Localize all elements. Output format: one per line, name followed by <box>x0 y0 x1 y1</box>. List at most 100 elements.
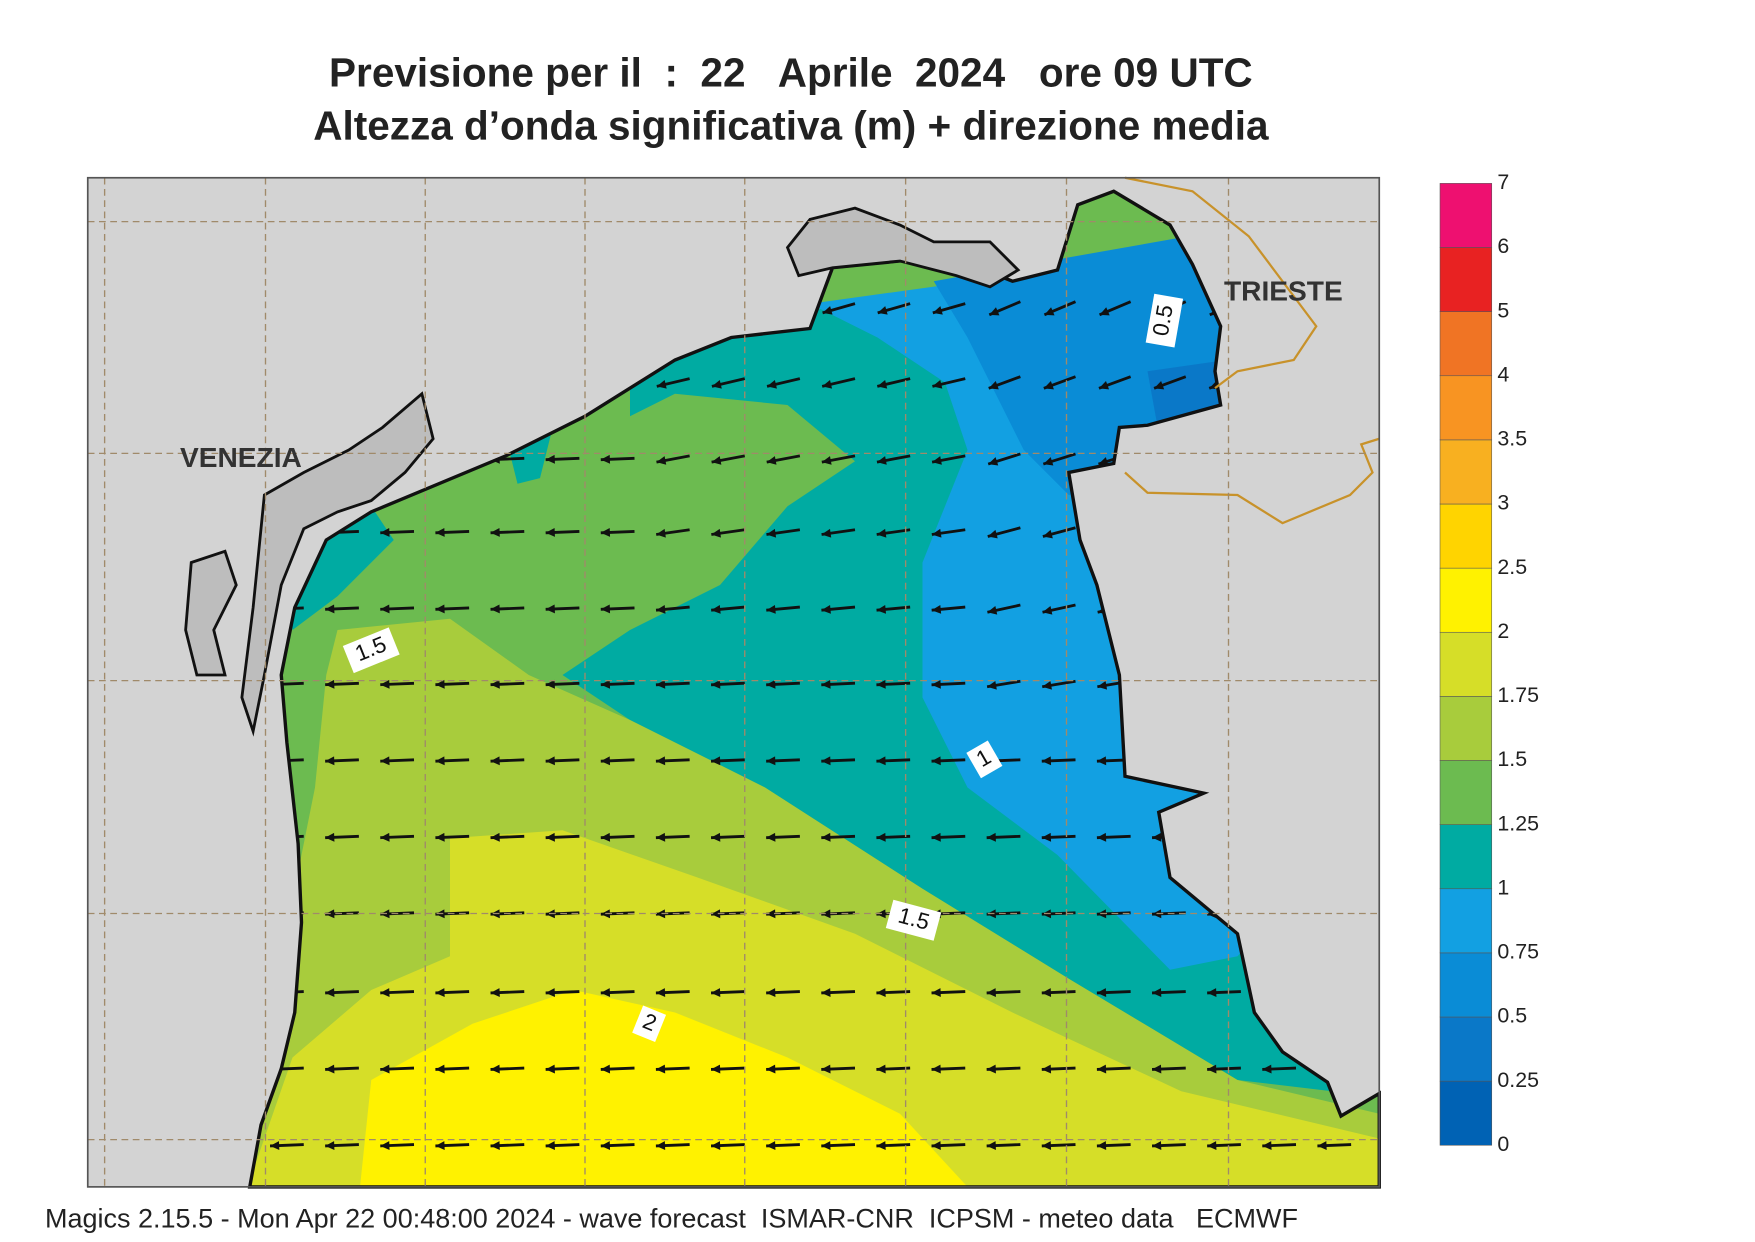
arrow-head <box>490 528 500 537</box>
arrow-head <box>821 988 831 997</box>
arrow-head <box>325 1141 335 1150</box>
arrow-head <box>711 988 721 997</box>
arrow-head <box>435 988 445 997</box>
arrow-head <box>435 756 445 766</box>
arrow-head <box>932 456 942 465</box>
arrow-head <box>986 988 996 997</box>
colorbar-label: 0.75 <box>1497 940 1539 964</box>
arrow-head <box>987 605 998 615</box>
arrow-head <box>435 1141 445 1150</box>
arrow-head <box>1041 756 1052 766</box>
band <box>360 990 968 1187</box>
arrow-head <box>380 988 390 997</box>
arrow-head <box>821 1064 831 1074</box>
arrow-head <box>490 832 500 842</box>
arrow-head <box>380 528 390 537</box>
arrow-head <box>545 679 555 689</box>
arrow-head <box>1044 307 1055 316</box>
colorbar-label: 2 <box>1497 619 1509 643</box>
arrow-head <box>931 679 941 689</box>
coastline <box>247 189 1381 1189</box>
colorbar-label: 3.5 <box>1497 427 1527 451</box>
arrow-head <box>655 988 666 997</box>
arrow-head <box>545 604 555 614</box>
arrow-head <box>380 1064 390 1074</box>
colorbar-label: 7 <box>1497 170 1509 194</box>
arrow-head <box>931 832 941 842</box>
arrow-head <box>600 988 611 997</box>
colorbar-label: 2.5 <box>1497 555 1527 579</box>
map-frame <box>86 176 1381 1188</box>
arrow-head <box>989 307 1000 316</box>
arrow-head <box>1262 1141 1272 1150</box>
arrow-head <box>1096 756 1107 766</box>
arrow-head <box>821 909 831 919</box>
arrow-head <box>766 832 776 842</box>
colorbar-bin <box>1439 631 1493 697</box>
arrow-head <box>931 988 941 997</box>
colorbar-label: 0 <box>1497 1132 1509 1156</box>
arrow-head <box>380 1141 390 1150</box>
colorbar-bin <box>1439 503 1493 569</box>
arrow-head <box>325 756 335 766</box>
arrow-head <box>1207 988 1217 997</box>
colorbar-label: 4 <box>1497 362 1509 386</box>
arrow-head <box>435 604 445 614</box>
arrow-head <box>1207 1141 1217 1150</box>
arrow-head <box>1042 680 1052 690</box>
arrow-head <box>766 909 776 919</box>
city-label: VENEZIA <box>180 442 302 473</box>
arrow-head <box>435 679 445 689</box>
arrow-head <box>1042 529 1053 539</box>
arrow-head <box>545 454 555 464</box>
arrow-head <box>600 679 611 689</box>
arrow-head <box>988 457 999 466</box>
arrow-head <box>932 380 943 389</box>
city-label: TRIESTE <box>1224 275 1343 306</box>
arrow-head <box>711 604 721 614</box>
arrow-head <box>1096 1141 1107 1150</box>
colorbar-bin <box>1439 824 1493 890</box>
arrow-head <box>711 456 722 465</box>
arrow-head <box>435 832 445 842</box>
arrow-head <box>822 306 833 315</box>
arrow-head <box>987 680 997 690</box>
colorbar: 0 0.25 0.5 0.75 1 1.25 1.5 1.75 2 2.5 3 3.5 4 5 6 7 <box>1439 170 1539 1156</box>
arrow-head <box>655 909 666 919</box>
arrow-head <box>711 909 721 919</box>
contour-labels: 0.5 1 1.5 1.5 2 <box>342 293 1184 1042</box>
arrow-head <box>1152 832 1162 842</box>
arrow-head <box>490 679 500 689</box>
arrow-head <box>711 832 721 842</box>
arrow-head <box>545 988 555 997</box>
arrow-head <box>325 679 335 689</box>
colorbar-label: 1.75 <box>1497 683 1539 707</box>
arrow-head <box>1098 381 1110 390</box>
arrow-head <box>767 380 777 389</box>
arrow-head <box>711 679 721 689</box>
arrow-head <box>931 1141 941 1150</box>
arrow-head <box>1096 988 1107 997</box>
colorbar-bin <box>1439 375 1493 441</box>
arrow-head <box>822 380 833 389</box>
colorbar-bin <box>1439 952 1493 1018</box>
arrow-head <box>600 1141 611 1150</box>
arrow-head <box>766 604 776 614</box>
arrow-head <box>380 756 390 766</box>
label-box <box>1145 293 1184 348</box>
arrow-head <box>931 604 942 614</box>
arrow-head <box>821 832 831 842</box>
arrow-head <box>877 380 888 389</box>
arrow-head <box>1043 457 1054 466</box>
colorbar-bin <box>1439 567 1493 633</box>
arrow-head <box>1207 1064 1217 1074</box>
arrow-head <box>600 528 611 537</box>
arrow-head <box>876 456 887 465</box>
colorbar-bin <box>1439 311 1493 377</box>
arrow-head <box>656 456 667 465</box>
label-box <box>885 899 942 941</box>
arrow-head <box>877 306 888 315</box>
colorbar-label: 1.25 <box>1497 811 1539 835</box>
colorbar-label: 0.5 <box>1497 1004 1527 1028</box>
arrow-head <box>711 756 721 766</box>
